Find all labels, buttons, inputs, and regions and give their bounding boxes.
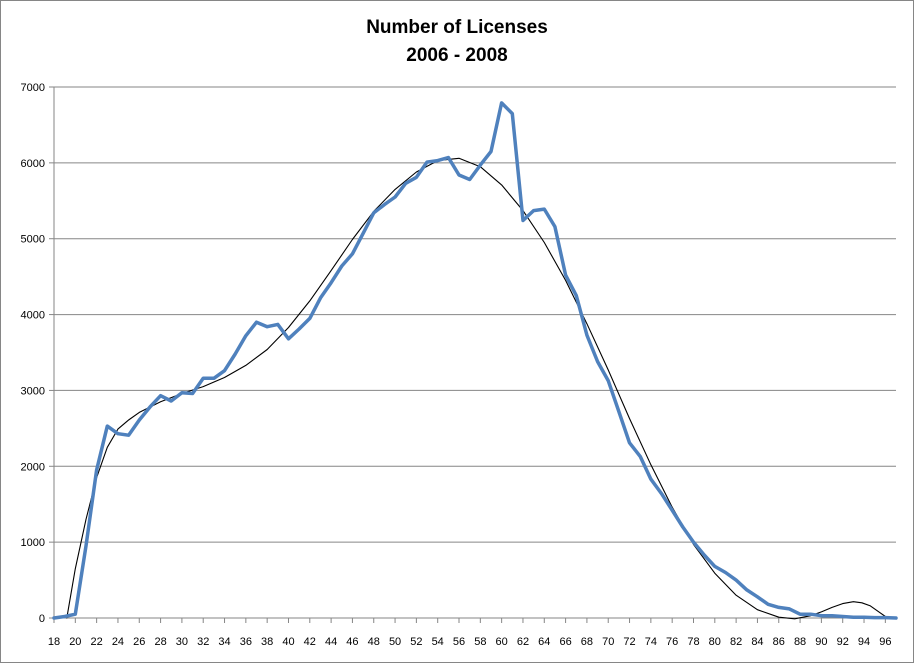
- x-tick-label: 28: [154, 636, 166, 648]
- y-tick-label: 1000: [21, 537, 45, 549]
- y-axis-ticks: 0 1000 2000 3000 4000 5000 6000 7000: [21, 82, 54, 625]
- x-tick-label: 44: [325, 636, 337, 648]
- x-tick-label: 34: [218, 636, 230, 648]
- x-tick-label: 58: [474, 636, 486, 648]
- y-tick-label: 7000: [21, 82, 45, 94]
- chart-title: Number of Licenses: [366, 17, 548, 38]
- x-tick-label: 92: [837, 636, 849, 648]
- axes: [53, 87, 896, 619]
- x-axis-ticks: 18 20 22 24 26 28 30 32 34 36 38 40 42 44 46 48 50 52 54 56…: [48, 618, 891, 648]
- x-tick-label: 84: [751, 636, 763, 648]
- x-tick-label: 86: [773, 636, 785, 648]
- y-tick-label: 2000: [21, 461, 45, 473]
- y-tick-label: 3000: [21, 385, 45, 397]
- x-tick-label: 24: [112, 636, 124, 648]
- gridlines: [54, 86, 896, 543]
- x-tick-label: 70: [602, 636, 614, 648]
- chart-subtitle: 2006 - 2008: [406, 45, 508, 66]
- x-tick-label: 74: [645, 636, 657, 648]
- x-tick-label: 40: [282, 636, 294, 648]
- x-tick-label: 66: [559, 636, 571, 648]
- x-tick-label: 38: [261, 636, 273, 648]
- chart-title-block: Number of Licenses 2006 - 2008: [0, 14, 914, 70]
- x-tick-label: 60: [496, 636, 508, 648]
- x-tick-label: 96: [879, 636, 891, 648]
- x-tick-label: 62: [517, 636, 529, 648]
- x-tick-label: 18: [48, 636, 60, 648]
- x-tick-label: 46: [346, 636, 358, 648]
- x-tick-label: 94: [858, 636, 870, 648]
- x-tick-label: 26: [133, 636, 145, 648]
- y-tick-label: 0: [39, 613, 45, 625]
- series-line-licenses: [52, 101, 898, 620]
- x-tick-label: 56: [453, 636, 465, 648]
- x-tick-label: 78: [687, 636, 699, 648]
- x-tick-label: 42: [304, 636, 316, 648]
- y-tick-label: 6000: [21, 158, 45, 170]
- x-tick-label: 52: [410, 636, 422, 648]
- series-line-trend: [66, 157, 889, 620]
- x-tick-label: 76: [666, 636, 678, 648]
- x-tick-label: 72: [623, 636, 635, 648]
- x-tick-label: 32: [197, 636, 209, 648]
- x-tick-label: 68: [581, 636, 593, 648]
- x-tick-label: 54: [432, 636, 444, 648]
- series-layer: [52, 101, 898, 620]
- x-tick-label: 36: [240, 636, 252, 648]
- y-tick-label: 5000: [21, 234, 45, 246]
- x-tick-label: 88: [794, 636, 806, 648]
- x-tick-label: 20: [69, 636, 81, 648]
- x-tick-label: 22: [91, 636, 103, 648]
- x-tick-label: 30: [176, 636, 188, 648]
- x-tick-label: 48: [368, 636, 380, 648]
- x-tick-label: 90: [815, 636, 827, 648]
- x-tick-label: 64: [538, 636, 550, 648]
- y-tick-label: 4000: [21, 310, 45, 322]
- x-tick-label: 50: [389, 636, 401, 648]
- x-tick-label: 82: [730, 636, 742, 648]
- x-tick-label: 80: [709, 636, 721, 648]
